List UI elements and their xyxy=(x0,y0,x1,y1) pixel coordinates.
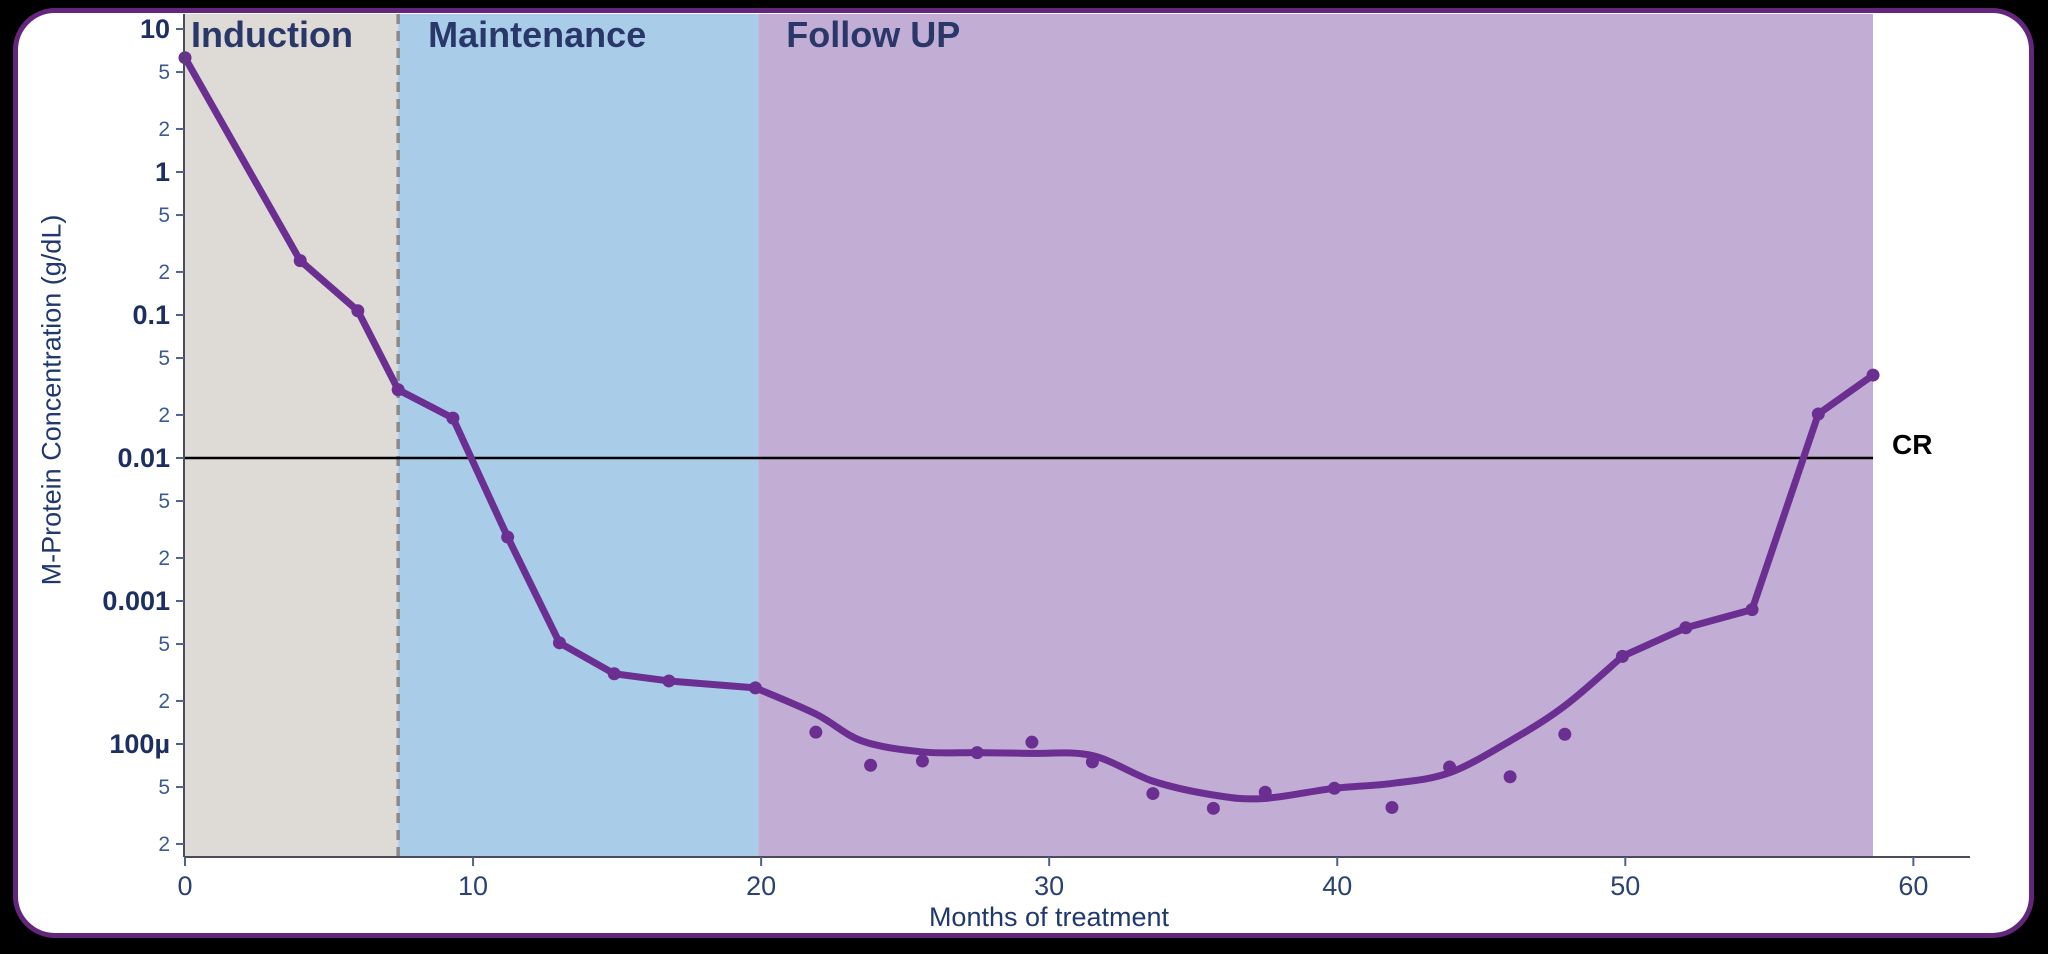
measurement-dot xyxy=(1327,781,1341,795)
measurement-dot xyxy=(662,674,676,688)
measurement-dot xyxy=(607,667,621,681)
x-axis-title: Months of treatment xyxy=(928,902,1170,932)
y-tick-label: 2 xyxy=(158,690,170,713)
measurement-dot xyxy=(1146,787,1160,801)
y-tick-label: 100µ xyxy=(109,729,170,759)
measurement-dot xyxy=(915,754,929,768)
measurement-dot xyxy=(552,636,566,650)
measurement-dot xyxy=(293,254,307,268)
measurement-dot xyxy=(1615,649,1629,663)
x-tick-label: 30 xyxy=(1034,871,1064,901)
x-tick-label: 50 xyxy=(1610,871,1640,901)
y-tick-label: 2 xyxy=(158,261,170,284)
phase-band-maintenance xyxy=(398,14,759,857)
cr-line-label: CR xyxy=(1892,429,1933,460)
measurement-dot xyxy=(1503,770,1517,784)
y-tick-label: 5 xyxy=(158,633,170,656)
measurement-dot xyxy=(1025,735,1039,749)
mprotein-trend-line xyxy=(181,54,1877,803)
y-tick-label: 0.01 xyxy=(117,443,170,473)
x-tick-label: 40 xyxy=(1322,871,1352,901)
phase-band-induction xyxy=(185,14,399,857)
x-tick-label: 60 xyxy=(1898,871,1928,901)
phase-label: Follow UP xyxy=(786,14,960,55)
measurement-dot xyxy=(351,304,365,318)
measurement-dot xyxy=(501,530,515,544)
y-tick-label: 5 xyxy=(158,204,170,227)
measurement-dot xyxy=(1206,801,1220,815)
phase-label: Induction xyxy=(191,14,353,55)
measurement-dot xyxy=(864,758,878,772)
measurement-dot xyxy=(809,725,823,739)
measurement-dot xyxy=(391,383,405,397)
y-axis-title: M-Protein Concentration (g/dL) xyxy=(36,214,67,586)
phase-label: Maintenance xyxy=(428,14,646,55)
measurement-dot xyxy=(1558,727,1572,741)
x-tick-label: 20 xyxy=(746,871,776,901)
y-tick-label: 2 xyxy=(158,118,170,141)
x-tick-label: 0 xyxy=(177,871,192,901)
y-tick-label: 2 xyxy=(158,833,170,856)
y-tick-label: 2 xyxy=(158,404,170,427)
y-tick-label: 0.1 xyxy=(132,300,170,330)
y-tick-label: 5 xyxy=(158,347,170,370)
measurement-dot xyxy=(1811,407,1825,421)
y-tick-label: 2 xyxy=(158,547,170,570)
phase-band-follow-up xyxy=(758,14,1874,857)
y-tick-label: 10 xyxy=(140,14,170,44)
measurement-dot xyxy=(1443,760,1457,774)
measurement-dot xyxy=(1679,621,1693,635)
measurement-dot xyxy=(748,681,762,695)
measurement-dot xyxy=(1385,800,1399,814)
x-tick-label: 10 xyxy=(458,871,488,901)
measurement-dot xyxy=(1745,603,1759,617)
measurement-dot xyxy=(446,411,460,425)
y-tick-label: 0.001 xyxy=(102,586,170,616)
y-tick-label: 5 xyxy=(158,776,170,799)
measurement-dot xyxy=(1085,755,1099,769)
y-tick-label: 5 xyxy=(158,490,170,513)
y-tick-label: 5 xyxy=(158,61,170,84)
y-tick-label: 1 xyxy=(155,157,170,187)
measurement-dot xyxy=(1866,368,1880,382)
measurement-dot xyxy=(1258,785,1272,799)
measurement-dot xyxy=(970,746,984,760)
